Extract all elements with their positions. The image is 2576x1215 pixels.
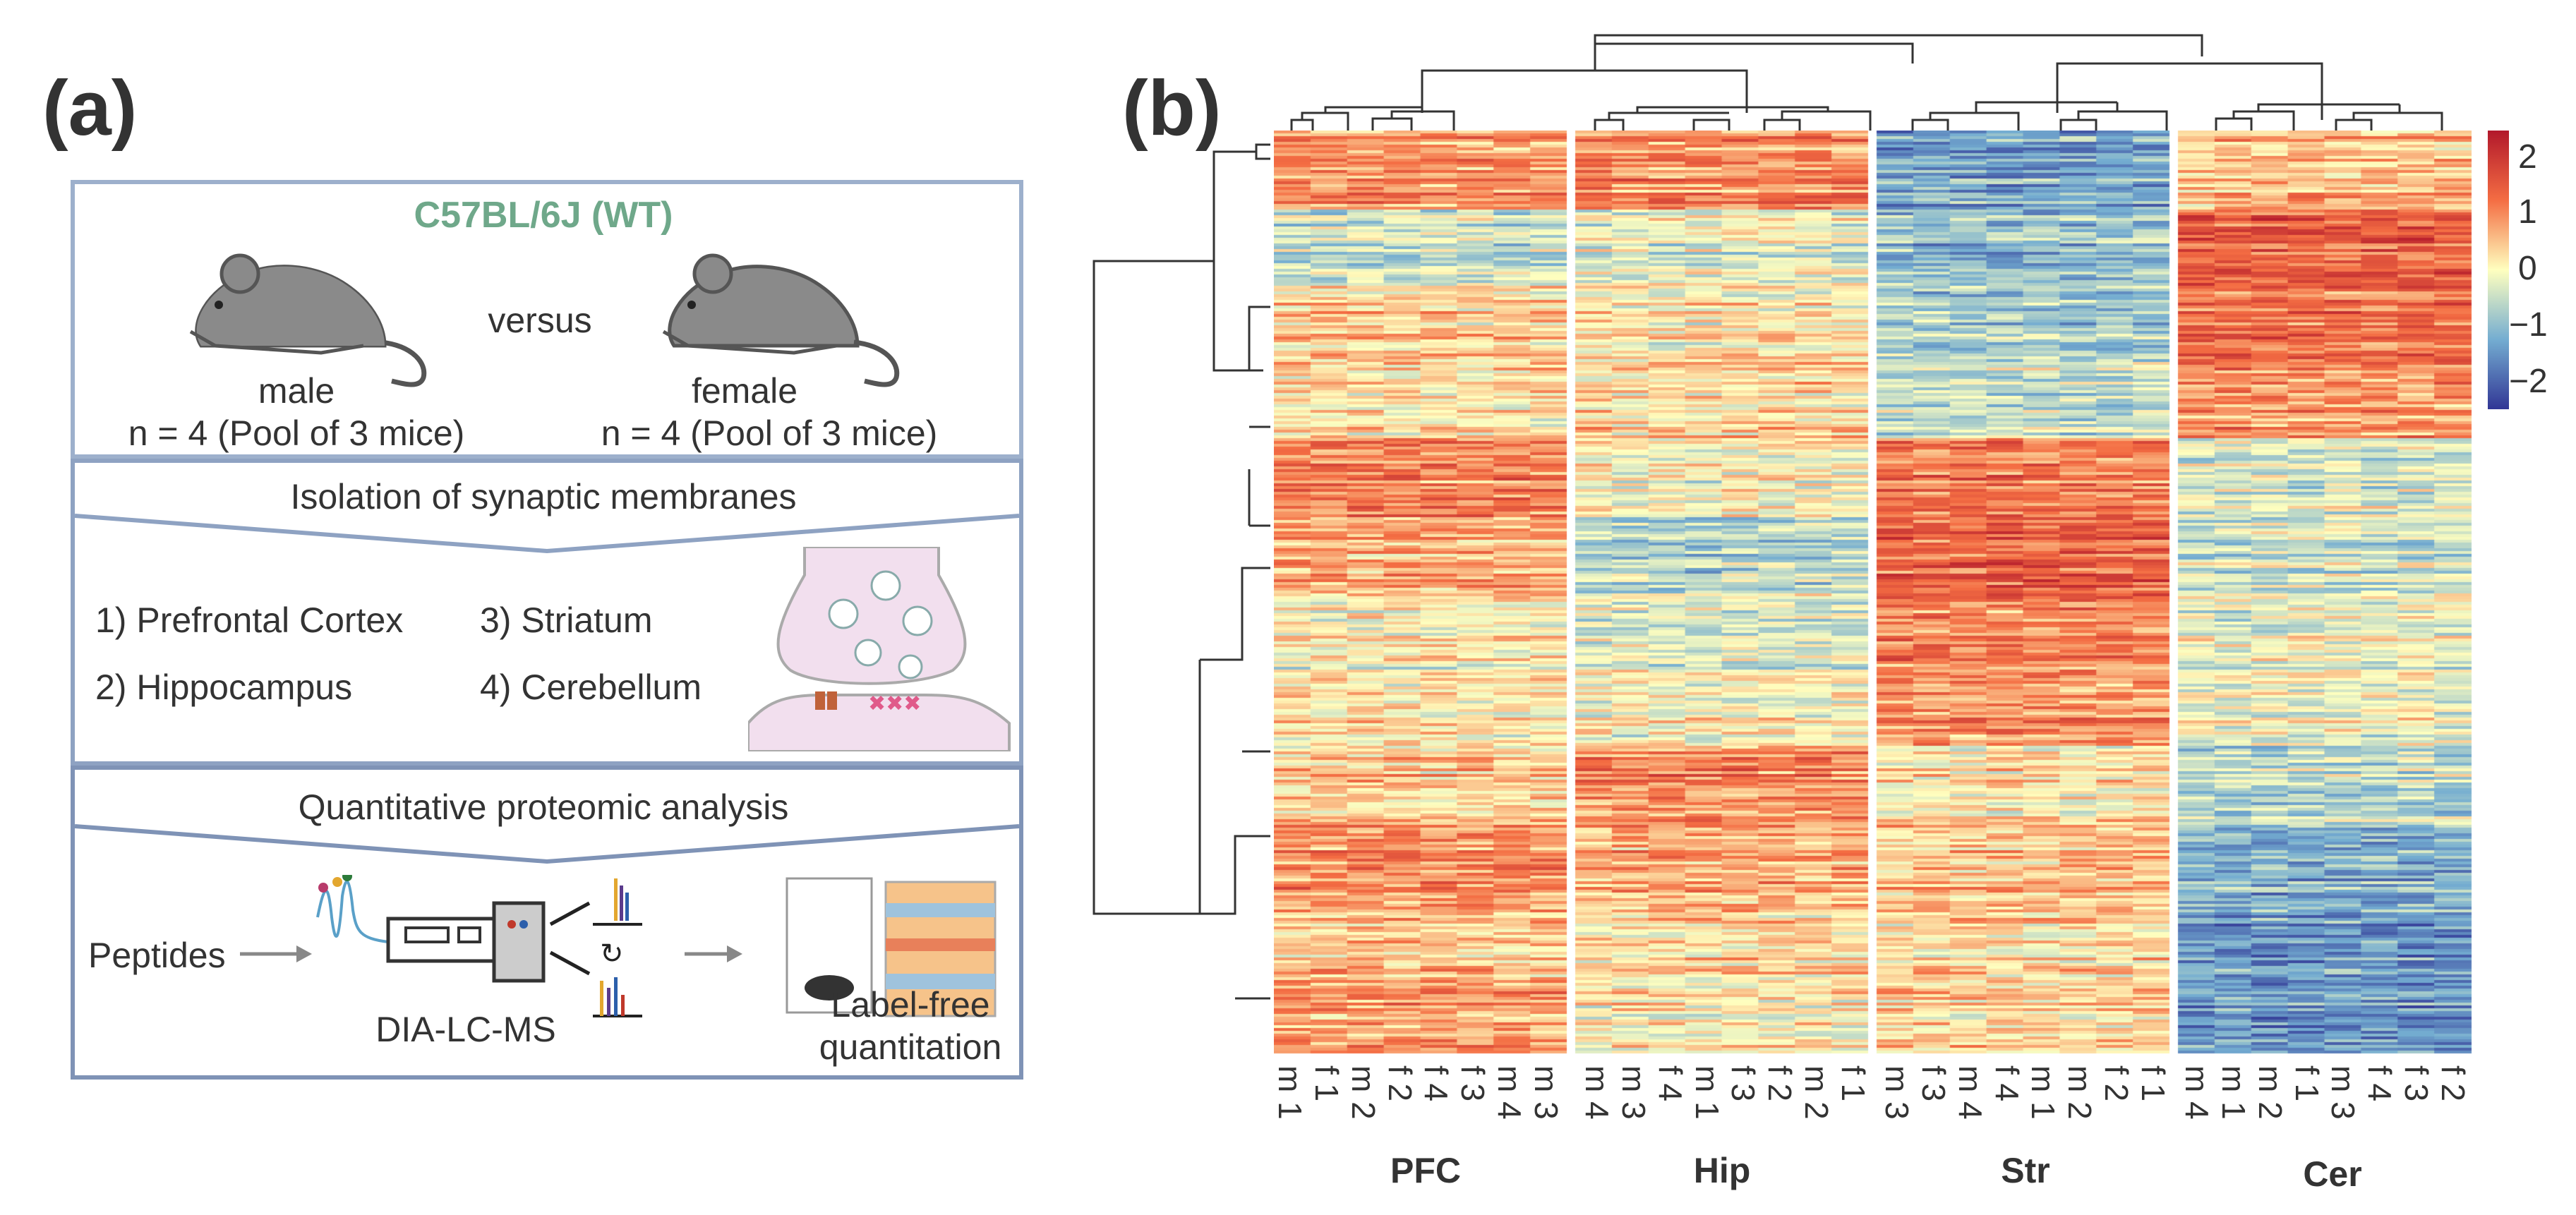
column-label: f 2 (1762, 1065, 1799, 1102)
column-label: m 4 (1491, 1065, 1529, 1120)
column-label: m 3 (1878, 1065, 1915, 1120)
column-label: f 3 (1455, 1065, 1492, 1102)
male-mouse-icon (189, 253, 427, 387)
colorbar-tick-1: 1 (2518, 193, 2537, 231)
dia-lc-ms-label: DIA-LC-MS (375, 1010, 556, 1049)
female-mouse-icon (662, 253, 900, 387)
versus-label: versus (488, 301, 592, 340)
column-label: f 2 (1381, 1065, 1419, 1102)
column-label: m 1 (1688, 1065, 1726, 1120)
chevron-divider-2 (75, 824, 1019, 864)
region-label-pfc: PFC (1390, 1151, 1461, 1190)
isolation-title: Isolation of synaptic membranes (290, 477, 797, 516)
proteomic-title: Quantitative proteomic analysis (298, 787, 789, 827)
column-dendrogram (1290, 34, 2443, 131)
region-1: 1) Prefrontal Cortex (95, 600, 404, 640)
column-label: m 2 (1798, 1065, 1836, 1120)
column-label: f 2 (2098, 1065, 2136, 1102)
svg-text:✖✖✖: ✖✖✖ (868, 691, 921, 716)
heatmap (1274, 131, 2474, 1055)
colorbar-tick-0: 0 (2518, 250, 2537, 287)
column-label: m 1 (1271, 1065, 1308, 1120)
column-label: m 3 (1615, 1065, 1652, 1120)
panel-a-letter: (a) (42, 65, 138, 152)
column-label: f 2 (2435, 1065, 2472, 1102)
region-label-cer: Cer (2303, 1154, 2362, 1194)
column-label: f 4 (1988, 1065, 2026, 1102)
region-4: 4) Cerebellum (480, 667, 702, 707)
column-label: m 4 (1951, 1065, 1989, 1120)
column-label: m 2 (1344, 1065, 1382, 1120)
female-label: female (691, 371, 798, 411)
label-free-line1: Label-free (831, 985, 990, 1024)
column-label: m 2 (2062, 1065, 2099, 1120)
workflow-icons: ↻ (240, 875, 997, 1017)
label-free-line2: quantitation (819, 1027, 1002, 1067)
column-label: f 1 (1835, 1065, 1872, 1102)
column-label: m 1 (2215, 1065, 2252, 1120)
colorbar-tick-2: 2 (2518, 138, 2537, 176)
chevron-divider (75, 514, 1019, 554)
synapse-icon: ✖✖✖ (748, 547, 1011, 751)
column-label: f 1 (2135, 1065, 2172, 1102)
column-label: f 4 (2361, 1065, 2399, 1102)
column-label: m 1 (2025, 1065, 2062, 1120)
colorbar (2488, 131, 2509, 409)
column-label: f 1 (2288, 1065, 2325, 1102)
male-label: male (258, 371, 335, 411)
column-label: f 3 (1725, 1065, 1762, 1102)
region-label-hip: Hip (1693, 1151, 1751, 1190)
svg-text:↻: ↻ (600, 938, 624, 970)
column-label: f 4 (1651, 1065, 1689, 1102)
region-2: 2) Hippocampus (95, 667, 353, 707)
strain-label: C57BL/6J (WT) (414, 195, 673, 236)
column-label: f 3 (1915, 1065, 1952, 1102)
female-sample-size: n = 4 (Pool of 3 mice) (601, 413, 938, 453)
colorbar-tick-neg1: −1 (2509, 306, 2548, 344)
column-label: m 4 (1578, 1065, 1615, 1120)
column-label: f 4 (1418, 1065, 1455, 1102)
column-label: f 1 (1308, 1065, 1345, 1102)
panel-b-letter: (b) (1122, 65, 1222, 152)
colorbar-tick-neg2: −2 (2509, 363, 2548, 400)
column-label: m 3 (2325, 1065, 2362, 1120)
column-label: m 4 (2178, 1065, 2215, 1120)
column-label: m 3 (1528, 1065, 1565, 1120)
row-dendrogram (1093, 143, 1270, 1000)
column-label: m 2 (2251, 1065, 2289, 1120)
column-label: f 3 (2398, 1065, 2436, 1102)
region-3: 3) Striatum (480, 600, 653, 640)
peptides-label: Peptides (88, 936, 226, 975)
male-sample-size: n = 4 (Pool of 3 mice) (128, 413, 465, 453)
region-label-str: Str (2001, 1151, 2050, 1190)
